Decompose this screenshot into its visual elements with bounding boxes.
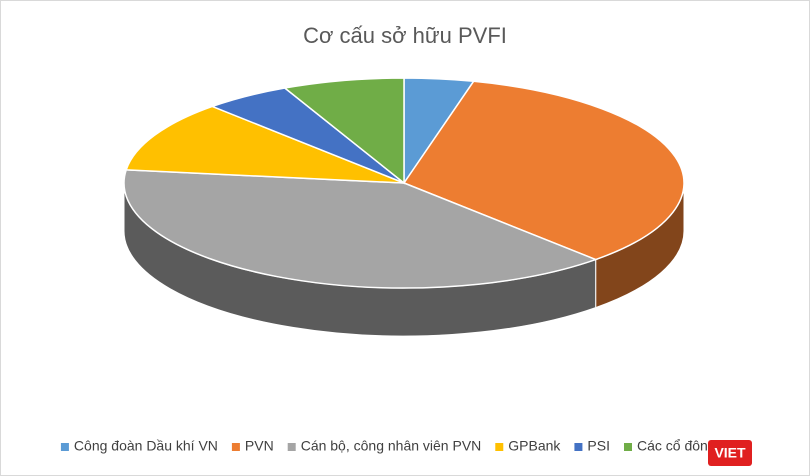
- legend-label: PVN: [245, 438, 274, 454]
- pie: [123, 77, 685, 337]
- legend-item: GPBank: [495, 438, 561, 454]
- legend-marker: [495, 443, 504, 451]
- legend-label: Cán bộ, công nhân viên PVN: [301, 438, 482, 454]
- watermark: VIET: [714, 445, 746, 461]
- legend-item: Cán bộ, công nhân viên PVN: [287, 438, 482, 454]
- legend-marker: [574, 443, 583, 451]
- legend-item: PVN: [231, 438, 274, 454]
- legend-marker: [287, 443, 296, 451]
- legend-label: GPBank: [508, 438, 561, 454]
- watermark-badge: [708, 440, 752, 466]
- slice: [125, 105, 405, 184]
- legend: Công đoàn Dầu khí VN PVN Cán bộ, công nhân…: [60, 438, 749, 454]
- legend-marker: [624, 443, 632, 451]
- legend-item: Công đoàn Dầu khí VN: [60, 438, 218, 454]
- slice: [283, 77, 405, 185]
- slice: [402, 80, 685, 261]
- legend-label: PSI: [587, 438, 610, 454]
- chart-title: Cơ cấu sở hữu PVFI: [303, 23, 507, 48]
- slice: [123, 169, 598, 289]
- legend-label: Công đoàn Dầu khí VN: [74, 438, 218, 454]
- legend-item: PSI: [574, 438, 610, 454]
- legend-marker: [231, 443, 240, 451]
- legend-marker: [60, 443, 69, 451]
